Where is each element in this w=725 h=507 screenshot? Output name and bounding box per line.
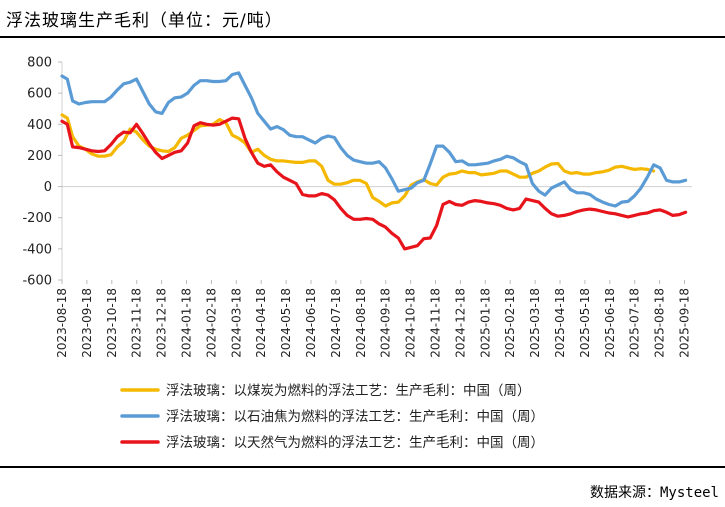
bottom-rule [0,466,725,468]
y-tick-label: 200 [27,149,52,164]
top-rule [0,36,725,38]
legend-label-3: 浮法玻璃：以天然气为燃料的浮法工艺：生产毛利：中国（周） [166,434,544,451]
x-tick-label: 2025-04-18 [553,288,567,358]
y-tick-label: 600 [27,87,52,102]
x-tick-label: 2023-08-18 [55,288,69,358]
y-tick-label: 800 [27,56,52,71]
y-tick-label: -200 [22,211,52,226]
y-tick-label: 400 [27,118,52,133]
x-tick-label: 2025-01-18 [478,288,492,358]
x-tick-label: 2023-09-18 [80,288,94,358]
series-layer [60,71,688,251]
legend-label-2: 浮法玻璃：以石油焦为燃料的浮法工艺：生产毛利：中国（周） [166,408,544,425]
x-tick-label: 2023-10-18 [105,288,119,358]
series-line-1 [60,113,656,208]
x-tick-label: 2023-11-18 [130,288,144,358]
x-tick-label: 2024-08-18 [354,288,368,358]
x-tick-label: 2024-06-18 [304,288,318,358]
x-tick-label: 2024-02-18 [204,288,218,358]
x-tick-label: 2023-12-18 [155,288,169,358]
chart: -600 -400 -200 0 200 400 600 800 2023-08-18 2023-… [0,40,725,464]
x-tick-label: 2024-07-18 [329,288,343,358]
x-tick-label: 2025-08-18 [653,288,667,358]
y-tick-label: -600 [22,274,52,289]
x-tick-label: 2025-06-18 [603,288,617,358]
legend: 浮法玻璃：以煤炭为燃料的浮法工艺：生产毛利：中国（周） 浮法玻璃：以石油焦为燃料的… [120,382,544,451]
x-tick-label: 2024-04-18 [254,288,268,358]
x-tick-label: 2024-10-18 [404,288,418,358]
x-tick-label: 2025-05-18 [578,288,592,358]
legend-label-1: 浮法玻璃：以煤炭为燃料的浮法工艺：生产毛利：中国（周） [166,382,531,399]
y-tick-label: -400 [22,242,52,257]
x-tick-label: 2024-01-18 [180,288,194,358]
y-tick-label: 0 [44,180,52,195]
x-tick-label: 2024-05-18 [279,288,293,358]
series-line-2 [60,71,688,208]
x-tick-label: 2024-09-18 [379,288,393,358]
x-tick-label: 2025-03-18 [528,288,542,358]
x-tick-label: 2024-03-18 [229,288,243,358]
series-line-3 [60,116,688,251]
data-source: 数据来源：Mysteel [589,485,719,501]
chart-svg: -600 -400 -200 0 200 400 600 800 2023-08-18 2023-… [22,56,692,451]
x-tick-label: 2025-02-18 [503,288,517,358]
x-tick-label: 2025-07-18 [628,288,642,358]
page-title: 浮法玻璃生产毛利（单位：元/吨） [6,11,283,31]
x-tick-label: 2025-09-18 [678,288,692,358]
x-tick-label: 2024-12-18 [453,288,467,358]
axis-layer: -600 -400 -200 0 200 400 600 800 2023-08-18 2023-… [22,56,692,358]
x-tick-label: 2024-11-18 [429,288,443,358]
